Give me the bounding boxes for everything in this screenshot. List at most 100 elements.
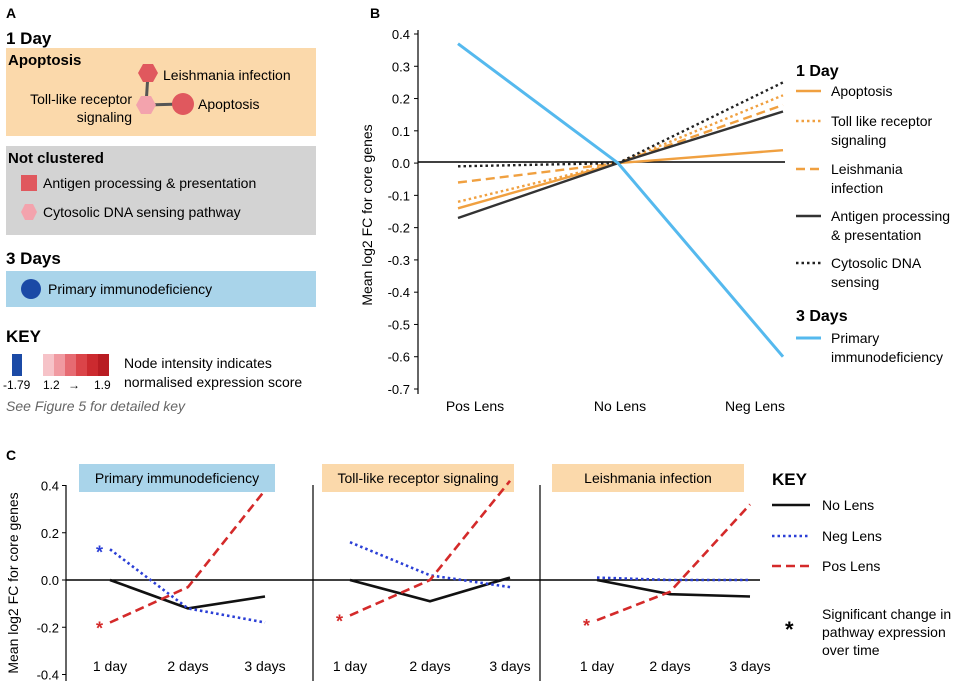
c-significance-star: * — [336, 611, 343, 631]
b-legend-label: Primary — [831, 330, 879, 346]
c-x-tick-label: 3 days — [729, 658, 770, 674]
day3-box — [6, 271, 316, 307]
c-neg-lens-line — [596, 576, 750, 582]
c-panel-title: Primary immunodeficiency — [95, 470, 259, 486]
antigen-node-icon — [21, 175, 37, 191]
key-swatch — [65, 354, 76, 376]
c-legend-label: Pos Lens — [822, 558, 880, 574]
c-x-tick-label: 1 day — [93, 658, 127, 674]
c-significance-star: * — [96, 542, 103, 562]
b-y-tick-label: -0.2 — [388, 221, 410, 236]
key-swatch — [76, 354, 87, 376]
c-x-tick-label: 1 day — [580, 658, 614, 674]
b-legend-label: infection — [831, 180, 883, 196]
key-high-start: 1.2 — [43, 378, 60, 392]
key-note: See Figure 5 for detailed key — [6, 398, 186, 414]
b-legend-label: signaling — [831, 132, 886, 148]
c-pos-lens-line — [109, 489, 267, 624]
b-x-tick-label: Neg Lens — [725, 398, 785, 414]
c-panel-title-box — [79, 464, 275, 492]
day3-item: Primary immunodeficiency — [48, 281, 212, 297]
b-x-tick-label: Pos Lens — [446, 398, 504, 414]
c-panel-title-box — [552, 464, 744, 492]
c-legend-star-note: pathway expression — [822, 624, 946, 640]
b-y-tick-label: -0.5 — [388, 317, 410, 332]
node-label-toll-line1: Toll-like receptor — [30, 91, 132, 107]
b-legend-label: Antigen processing — [831, 208, 950, 224]
key-swatch-blue — [12, 354, 22, 376]
c-x-tick-label: 2 days — [167, 658, 208, 674]
c-panel-title: Toll-like receptor signaling — [337, 470, 498, 486]
b-y-tick-label: 0.2 — [392, 92, 410, 107]
b-legend-label: sensing — [831, 274, 879, 290]
toll-node-icon — [136, 96, 156, 114]
b-y-tick-label: -0.6 — [388, 350, 410, 365]
c-pos-lens-line — [596, 503, 751, 622]
chart-c: Mean log2 FC for core genes 0.4 0.2 0.0 -0.… — [5, 464, 951, 683]
panel-label-a: A — [6, 5, 16, 21]
b-y-tick-label: -0.7 — [388, 382, 410, 397]
c-x-tick-label: 2 days — [409, 658, 450, 674]
key-swatch — [54, 354, 65, 376]
key-swatch — [43, 354, 54, 376]
c-y-tick-label: 0.4 — [41, 479, 59, 494]
day1-title: 1 Day — [6, 29, 52, 48]
c-neg-lens-line — [349, 540, 511, 589]
panel-a: 1 Day Apoptosis Leishmania infection Apo… — [3, 29, 316, 414]
node-label-leishmania: Leishmania infection — [163, 67, 291, 83]
c-significance-star: * — [583, 616, 590, 636]
c-legend-star: * — [785, 617, 794, 642]
c-y-axis-label: Mean log2 FC for core genes — [5, 492, 21, 673]
not-clustered-box — [6, 146, 316, 235]
c-legend-title: KEY — [772, 470, 808, 489]
c-neg-lens-line — [109, 548, 266, 624]
key-desc-line1: Node intensity indicates — [124, 355, 272, 371]
c-legend-label: No Lens — [822, 497, 874, 513]
c-legend-star-note: over time — [822, 642, 880, 658]
day3-title: 3 Days — [6, 249, 61, 268]
c-y-tick-label: 0.0 — [41, 573, 59, 588]
b-legend-label: & presentation — [831, 227, 921, 243]
key-swatch — [87, 354, 98, 376]
c-pos-lens-line — [349, 479, 512, 617]
not-clustered-item: Cytosolic DNA sensing pathway — [43, 204, 241, 220]
b-series-line-6 — [457, 42, 785, 358]
panel-label-b: B — [370, 5, 380, 21]
b-legend-label: immunodeficiency — [831, 349, 943, 365]
b-y-tick-label: 0.1 — [392, 124, 410, 139]
c-x-tick-label: 3 days — [489, 658, 530, 674]
apoptosis-box — [6, 48, 316, 136]
c-x-tick-label: 1 day — [333, 658, 367, 674]
key-title: KEY — [6, 327, 42, 346]
c-legend-star-note: Significant change in — [822, 606, 951, 622]
chart-b: Mean log2 FC for core genes 0.4 0.3 0.2 0.1… — [359, 27, 950, 414]
cytosolic-node-icon — [21, 204, 37, 220]
c-y-tick-label: -0.2 — [37, 620, 59, 635]
b-legend-group-title: 3 Days — [796, 308, 848, 325]
b-legend-label: Toll like receptor — [831, 113, 932, 129]
c-no-lens-line — [596, 578, 751, 598]
b-series-line-2 — [457, 94, 784, 203]
b-series-line-1 — [457, 149, 784, 210]
apoptosis-box-title: Apoptosis — [8, 52, 81, 69]
b-y-tick-label: 0.3 — [392, 59, 410, 74]
c-legend-label: Neg Lens — [822, 528, 882, 544]
leishmania-node-icon — [138, 64, 158, 82]
b-y-axis-label: Mean log2 FC for core genes — [359, 124, 375, 305]
b-legend-label: Leishmania — [831, 161, 903, 177]
key-arrow: → — [68, 378, 80, 392]
b-x-tick-label: No Lens — [594, 398, 646, 414]
key-high-end: 1.9 — [94, 378, 111, 392]
b-y-tick-label: -0.3 — [388, 253, 410, 268]
node-label-toll-line2: signaling — [77, 109, 132, 125]
c-panel-title: Leishmania infection — [584, 470, 712, 486]
node-label-apoptosis: Apoptosis — [198, 96, 259, 112]
c-x-tick-label: 3 days — [244, 658, 285, 674]
key-low-value: -1.79 — [3, 378, 31, 392]
c-y-tick-label: 0.2 — [41, 526, 59, 541]
not-clustered-title: Not clustered — [8, 150, 104, 167]
b-y-tick-label: -0.4 — [388, 285, 410, 300]
b-series-line-3 — [457, 103, 784, 184]
c-y-tick-label: -0.4 — [37, 668, 59, 683]
